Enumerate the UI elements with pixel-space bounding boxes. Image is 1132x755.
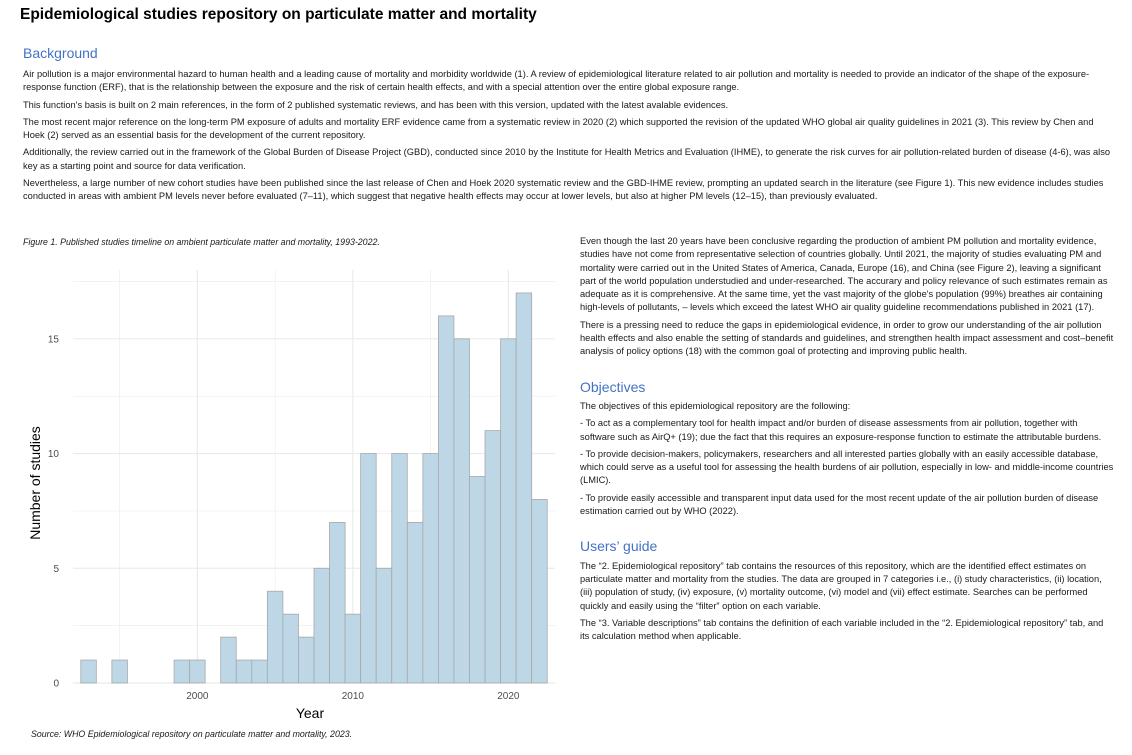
studies-bar-chart: 0 5 10 15 2000 2010 2020 Year Number of studi… (27, 270, 555, 721)
bar-1999 (173, 659, 191, 684)
bar-2013 (391, 453, 408, 684)
chart-bars (80, 292, 548, 684)
y-tick-label: 0 (53, 679, 59, 690)
bar-2002 (220, 636, 237, 684)
y-tick-labels: 0 5 10 15 (48, 334, 60, 689)
bar-2019 (484, 430, 501, 684)
x-tick-labels: 2000 2010 2020 (186, 691, 520, 702)
bar-2009 (329, 521, 346, 684)
users-guide-heading: Users’ guide (580, 538, 658, 555)
objectives-paragraph: - To provide decision-makers, policymake… (580, 448, 1114, 486)
x-axis-label: Year (296, 705, 325, 721)
context-paragraph: Even though the last 20 years have been … (580, 236, 1108, 313)
objectives-paragraph: - To act as a complementary tool for hea… (580, 418, 1102, 442)
background-paragraph: Additionally, the review carried out in … (23, 147, 1111, 171)
figure-caption: Figure 1. Published studies timeline on … (23, 237, 380, 247)
bar-2003 (235, 659, 253, 684)
background-paragraph: This function's basis is built on 2 main… (23, 99, 729, 110)
background-paragraph: The most recent major reference on the l… (23, 116, 1094, 141)
bar-2008 (313, 567, 330, 684)
bar-2014 (406, 521, 424, 684)
bar-2004 (251, 659, 268, 684)
bar-2021 (515, 292, 533, 684)
bar-2010 (344, 613, 362, 684)
bar-2017 (453, 338, 470, 684)
bar-2011 (360, 453, 377, 684)
bar-2000 (189, 659, 206, 684)
background-paragraph: Air pollution is a major environmental h… (23, 69, 1090, 93)
bar-2006 (282, 613, 299, 684)
background-paragraph: Nevertheless, a large number of new coho… (23, 178, 1104, 202)
bar-2018 (469, 476, 486, 684)
x-tick-label: 2020 (497, 691, 520, 702)
y-axis-label: Number of studies (27, 426, 43, 540)
x-tick-label: 2010 (342, 691, 365, 702)
bar-2022 (531, 499, 548, 684)
bar-2005 (266, 590, 284, 684)
background-text: Air pollution is a major environmental h… (23, 68, 1113, 208)
context-paragraph: There is a pressing need to reduce the g… (580, 319, 1114, 357)
figure-source: Source: WHO Epidemiological repository o… (31, 729, 353, 739)
users-guide-paragraph: The “2. Epidemiological repository” tab … (580, 560, 1102, 611)
objectives-paragraph: The objectives of this epidemiological r… (580, 400, 851, 411)
bar-2007 (298, 636, 315, 684)
right-column: Even though the last 20 years have been … (580, 235, 1115, 647)
objectives-paragraph: - To provide easily accessible and trans… (580, 492, 1099, 517)
y-tick-label: 15 (48, 334, 60, 345)
bar-2015 (422, 453, 439, 684)
page-title: Epidemiological studies repository on pa… (20, 6, 537, 23)
bar-1995 (111, 659, 128, 684)
bar-1993 (80, 659, 97, 684)
background-heading: Background (23, 45, 98, 61)
bar-2020 (500, 338, 517, 684)
bar-2016 (437, 315, 455, 684)
x-tick-label: 2000 (186, 691, 209, 702)
y-tick-label: 10 (48, 449, 60, 460)
users-guide-paragraph: The “3. Variable descriptions” tab conta… (580, 617, 1104, 642)
y-tick-label: 5 (53, 564, 59, 575)
objectives-heading: Objectives (580, 378, 646, 395)
bar-2012 (375, 567, 393, 684)
